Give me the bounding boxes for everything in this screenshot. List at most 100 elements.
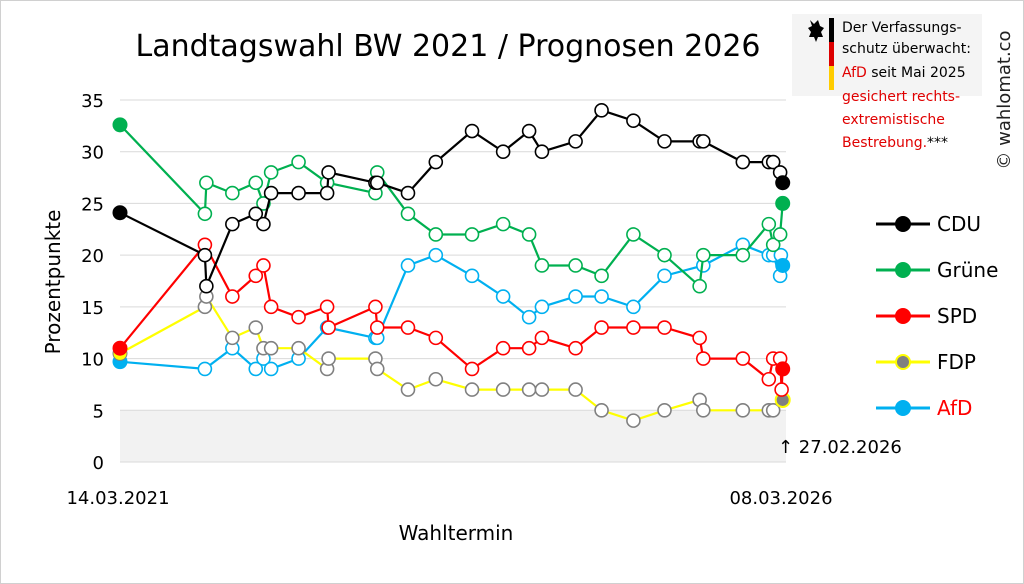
legend-marker-fdp <box>895 354 911 370</box>
point-cdu-11 <box>369 175 385 191</box>
point-spd-17 <box>568 340 583 356</box>
point-fdp-20 <box>626 413 641 428</box>
notice-afd: AfD <box>842 65 867 81</box>
point-gruene-3 <box>225 185 240 201</box>
legend-label-gruene: Grüne <box>937 258 998 282</box>
y-tick-label-15: 15 <box>81 298 104 319</box>
point-gruene-11 <box>400 206 416 222</box>
legend-item-cdu: CDU <box>876 212 981 236</box>
y-axis-label: Prozentpunkte <box>41 210 65 355</box>
x-axis-label: Wahltermin <box>399 521 514 545</box>
notice-bestrebung: Bestrebung. <box>842 135 927 151</box>
point-gruene-15 <box>521 227 537 242</box>
point-cdu-19 <box>594 103 609 118</box>
point-afd-13 <box>495 289 511 304</box>
point-spd-23 <box>735 351 751 366</box>
line-cdu <box>119 109 784 287</box>
flag-gold-stripe <box>829 66 834 90</box>
point-gruene-2 <box>199 175 214 191</box>
point-fdp-19 <box>594 402 609 418</box>
point-spd-4 <box>256 258 271 273</box>
point-gruene-7 <box>291 154 306 170</box>
point-spd-8 <box>321 320 336 335</box>
point-gruene-16 <box>534 258 550 273</box>
federal-eagle-icon <box>808 20 824 42</box>
y-tick-labels: 0 5 10 15 20 25 30 35 <box>81 91 104 474</box>
point-fdp-3 <box>225 330 240 346</box>
y-tick-label-30: 30 <box>81 143 104 164</box>
point-afd-19 <box>657 268 672 284</box>
point-afd-1 <box>197 361 213 377</box>
point-spd-16 <box>534 330 550 346</box>
point-fdp-18 <box>568 382 583 397</box>
point-gruene-12 <box>428 227 444 242</box>
point-cdu-23 <box>695 134 711 149</box>
point-fdp-21 <box>657 402 672 418</box>
y-tick-label-0: 0 <box>93 453 104 474</box>
point-cdu-15 <box>495 144 511 160</box>
point-spd-5 <box>263 299 279 315</box>
point-spd-24 <box>761 371 777 387</box>
point-spd-2 <box>225 289 240 304</box>
point-fdp-13 <box>428 371 444 387</box>
y-tick-label-35: 35 <box>81 91 104 112</box>
y-tick-label-25: 25 <box>81 194 104 215</box>
point-cdu-16 <box>521 123 537 139</box>
y-tick-label-20: 20 <box>81 246 104 267</box>
point-afd-5 <box>263 361 279 377</box>
point-fdp-12 <box>400 382 416 397</box>
series-fdp <box>112 289 791 428</box>
legend-label-spd: SPD <box>937 304 977 328</box>
point-cdu-13 <box>428 154 444 170</box>
point-spd-7 <box>319 299 335 315</box>
point-fdp-26 <box>765 402 781 418</box>
date-annotation: ↑ 27.02.2026 <box>778 437 902 458</box>
notice-line-3: AfD seit Mai 2025 <box>842 65 966 81</box>
point-cdu-17 <box>534 144 550 160</box>
point-gruene-20 <box>657 247 672 263</box>
point-fdp-6 <box>263 340 279 356</box>
point-gruene-4 <box>248 175 264 191</box>
point-afd-16 <box>568 289 583 304</box>
point-cdu-14 <box>464 123 480 139</box>
point-fdp-15 <box>495 382 511 397</box>
point-cdu-5 <box>256 216 271 232</box>
point-cdu-18 <box>568 134 583 149</box>
legend-item-gruene: Grüne <box>876 258 998 282</box>
point-gruene-25 <box>765 237 781 253</box>
point-afd-11 <box>428 247 444 263</box>
point-spd-27 <box>774 382 789 397</box>
point-fdp-9 <box>321 351 336 366</box>
point-gruene-26 <box>772 227 788 242</box>
point-spd-9 <box>368 299 383 315</box>
point-gruene-24 <box>761 216 777 232</box>
point-spd-20 <box>657 320 672 335</box>
point-cdu-6 <box>263 185 279 201</box>
point-spd-19 <box>626 320 641 335</box>
point-fdp-24 <box>735 402 751 418</box>
point-fdp-16 <box>521 382 537 397</box>
x-tick-label-end: 08.03.2026 <box>729 488 832 509</box>
point-afd-3 <box>248 361 264 377</box>
legend: CDU Grüne SPD FDP AfD <box>876 212 998 420</box>
point-cdu-4 <box>248 206 264 222</box>
legend-marker-afd <box>895 400 911 416</box>
notice-line-1: Der Verfassungs- <box>842 20 962 36</box>
point-cdu-9 <box>321 165 336 180</box>
point-spd-18 <box>594 320 609 335</box>
y-tick-label-10: 10 <box>81 350 104 371</box>
point-spd-15 <box>521 340 537 356</box>
legend-marker-gruene <box>895 262 911 278</box>
point-gruene-19 <box>626 227 641 242</box>
point-afd-15 <box>534 299 550 315</box>
point-cdu-8 <box>319 185 335 201</box>
point-afd-17 <box>594 289 609 304</box>
point-cdu-26 <box>765 154 781 170</box>
y-tick-label-5: 5 <box>93 401 104 422</box>
point-cdu-3 <box>225 216 240 232</box>
flag-red-stripe <box>829 42 834 66</box>
point-cdu-24 <box>735 154 751 170</box>
legend-item-afd: AfD <box>876 396 972 420</box>
point-spd-12 <box>428 330 444 346</box>
